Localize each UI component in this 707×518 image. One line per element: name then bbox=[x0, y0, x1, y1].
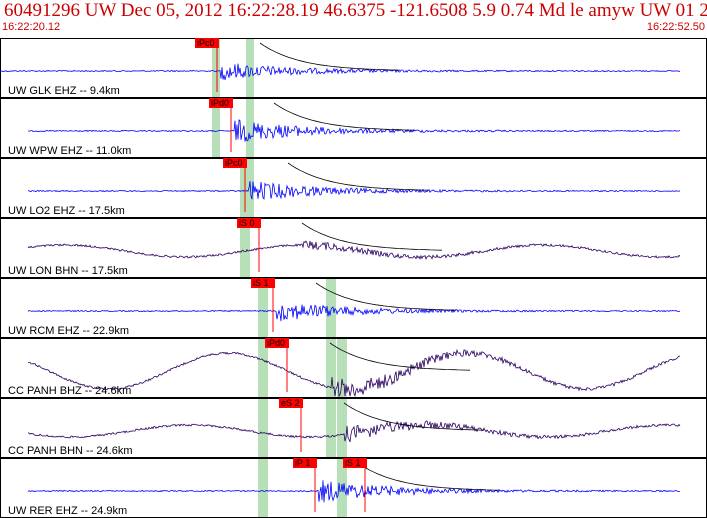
pick-flag[interactable] bbox=[265, 338, 289, 348]
seismogram-trace bbox=[27, 348, 680, 398]
pick-flag[interactable] bbox=[209, 98, 233, 108]
pick-label: eS 2 bbox=[281, 398, 300, 408]
pick-label: iPc0 bbox=[197, 38, 215, 48]
event-title: 60491296 UW Dec 05, 2012 16:22:28.19 46.… bbox=[4, 0, 707, 21]
event-header: 60491296 UW Dec 05, 2012 16:22:28.19 46.… bbox=[0, 0, 707, 38]
coda-decay-curve bbox=[301, 222, 443, 251]
channel-label: UW LON BHN -- 17.5km bbox=[8, 265, 128, 277]
channel-label: UW WPW EHZ -- 11.0km bbox=[8, 145, 131, 157]
pick-flag[interactable] bbox=[237, 218, 261, 228]
seismogram-trace bbox=[27, 119, 681, 142]
time-start-label: 16:22:20.12 bbox=[2, 21, 61, 33]
pick-label: iP 1 bbox=[295, 458, 310, 468]
analysis-window bbox=[246, 38, 254, 218]
coda-decay-curve bbox=[329, 342, 471, 371]
seismogram-trace bbox=[27, 304, 681, 322]
pick-label: iS 1 bbox=[345, 458, 361, 468]
analysis-window bbox=[337, 338, 347, 518]
coda-decay-curve bbox=[287, 162, 429, 191]
seismogram-trace bbox=[27, 480, 681, 503]
pick-flag[interactable] bbox=[223, 158, 247, 168]
coda-decay-curve bbox=[357, 462, 499, 491]
pick-label: iS 1 bbox=[253, 278, 269, 288]
channel-label: UW LO2 EHZ -- 17.5km bbox=[8, 205, 125, 217]
pick-flag[interactable] bbox=[343, 458, 367, 468]
time-end-label: 16:22:52.50 bbox=[646, 21, 705, 33]
analysis-window bbox=[326, 278, 336, 458]
pick-flag[interactable] bbox=[293, 458, 317, 468]
channel-label: CC PANH BHZ -- 24.6km bbox=[8, 385, 131, 397]
coda-decay-curve bbox=[343, 402, 485, 431]
pick-flag[interactable] bbox=[195, 38, 219, 48]
pick-flag[interactable] bbox=[279, 398, 303, 408]
seismogram-trace bbox=[27, 240, 681, 261]
seismogram-trace bbox=[27, 420, 681, 443]
channel-label: CC PANH BHN -- 24.6km bbox=[8, 445, 132, 457]
pick-flag[interactable] bbox=[251, 278, 275, 288]
channel-label: UW GLK EHZ -- 9.4km bbox=[8, 85, 120, 97]
seismogram-trace bbox=[27, 181, 681, 200]
channel-label: UW RCM EHZ -- 22.9km bbox=[8, 325, 129, 337]
coda-decay-curve bbox=[273, 102, 415, 131]
seismogram-trace bbox=[0, 63, 681, 81]
coda-decay-curve bbox=[315, 282, 457, 311]
pick-label: iS 0 bbox=[239, 218, 255, 228]
pick-label: iPc0 bbox=[225, 158, 243, 168]
channel-label: UW RER EHZ -- 24.9km bbox=[8, 505, 127, 517]
pick-label: iPd0 bbox=[267, 338, 285, 348]
coda-decay-curve bbox=[259, 42, 401, 71]
seismogram-panel[interactable]: iPc0 UW GLK EHZ -- 9.4km iPd0 UW WPW EHZ --… bbox=[0, 38, 707, 518]
pick-label: iPd0 bbox=[211, 98, 229, 108]
